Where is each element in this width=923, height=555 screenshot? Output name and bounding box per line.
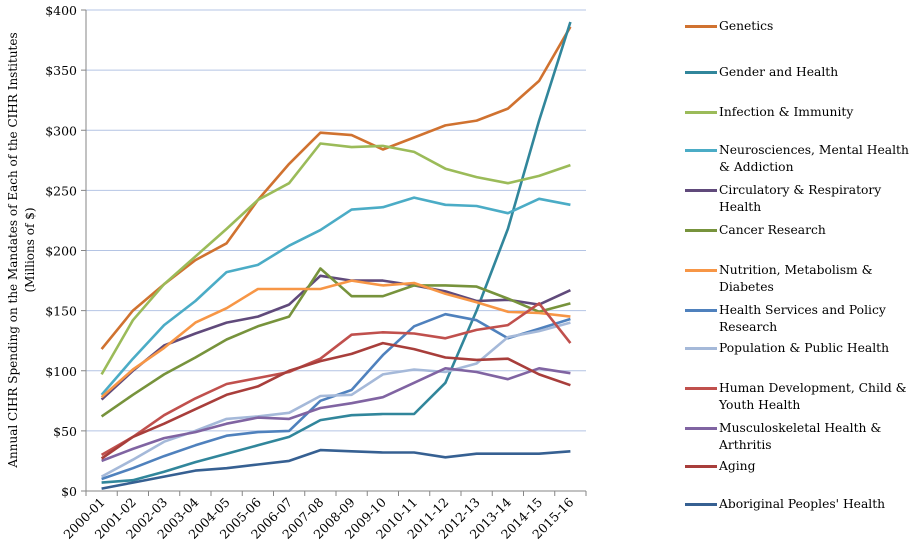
series-line-human-development-child-youth-health — [100, 302, 572, 457]
legend-label: Human Development, Child & Youth Health — [719, 381, 907, 412]
legend-label: Genetics — [719, 19, 774, 33]
y-tick-label: $400 — [45, 3, 77, 18]
y-axis-title-line1: Annual CIHR Spending on the Mandates of … — [6, 32, 20, 468]
y-tick-label: $250 — [45, 183, 77, 198]
legend-item: Infection & Immunity — [685, 104, 919, 121]
legend-item: Human Development, Child & Youth Health — [685, 380, 919, 414]
legend-swatch — [685, 347, 717, 350]
legend-swatch — [685, 503, 717, 506]
legend-swatch — [685, 229, 717, 232]
y-tick-label: $350 — [45, 63, 77, 78]
legend-label: Gender and Health — [719, 65, 839, 79]
legend-item: Nutrition, Metabolism & Diabetes — [685, 262, 919, 296]
legend-label: Population & Public Health — [719, 341, 890, 355]
legend-swatch — [685, 25, 717, 28]
series-line-aging — [100, 341, 571, 460]
legend-swatch — [685, 269, 717, 272]
legend-item: Cancer Research — [685, 222, 919, 239]
series-line-gender-and-health — [101, 21, 572, 484]
legend-item: Gender and Health — [685, 64, 919, 81]
series-line-circulatory-respiratory-health — [100, 274, 571, 401]
legend-swatch — [685, 427, 717, 430]
y-tick-labels: $0 $50 $100 $150 $200 $250 $300 $350 $400 — [45, 3, 77, 499]
axes — [81, 9, 587, 496]
series-line-infection-immunity — [100, 142, 571, 376]
legend-swatch — [685, 149, 717, 152]
legend-item: Aging — [685, 458, 919, 475]
y-tick-label: $50 — [53, 424, 77, 439]
y-axis-title: Annual CIHR Spending on the Mandates of … — [6, 32, 37, 468]
y-tick-label: $200 — [45, 244, 77, 259]
y-tick-label: $150 — [45, 304, 77, 319]
legend-swatch — [685, 387, 717, 390]
legend-label: Circulatory & Respiratory Health — [719, 183, 882, 214]
legend-swatch — [685, 111, 717, 114]
series-line-nutrition-metabolism-diabetes — [100, 279, 571, 399]
legend-swatch — [685, 71, 717, 74]
legend-label: Health Services and Policy Research — [719, 303, 886, 334]
legend-item: Health Services and Policy Research — [685, 302, 919, 336]
legend-label: Cancer Research — [719, 223, 826, 237]
legend-item: Circulatory & Respiratory Health — [685, 182, 919, 216]
legend-label: Aboriginal Peoples' Health — [719, 497, 886, 511]
legend-swatch — [685, 309, 717, 312]
series-line-genetics — [100, 26, 572, 350]
legend-item: Musculoskeletal Health & Arthritis — [685, 420, 919, 454]
legend-label: Musculoskeletal Health & Arthritis — [719, 421, 882, 452]
series-lines — [100, 21, 572, 490]
legend-swatch — [685, 465, 717, 468]
legend-item: Neurosciences, Mental Health & Addiction — [685, 142, 919, 176]
series-line-musculoskeletal-health-arthritis — [101, 366, 571, 463]
legend-item: Aboriginal Peoples' Health — [685, 496, 919, 513]
legend-label: Aging — [719, 459, 756, 473]
y-tick-label: $0 — [61, 484, 77, 499]
series-line-cancer-research — [100, 267, 571, 418]
legend-item: Genetics — [685, 18, 919, 35]
y-tick-label: $100 — [45, 364, 77, 379]
legend-label: Neurosciences, Mental Health & Addiction — [719, 143, 909, 174]
series-line-aboriginal-peoples-health — [101, 448, 571, 490]
y-axis-title-line2: (Millions of $) — [23, 207, 37, 292]
series-line-neurosciences-mental-health-addiction — [100, 196, 571, 396]
y-tick-label: $300 — [45, 123, 77, 138]
legend-item: Population & Public Health — [685, 340, 919, 357]
legend-swatch — [685, 189, 717, 192]
legend-label: Infection & Immunity — [719, 105, 854, 119]
legend-label: Nutrition, Metabolism & Diabetes — [719, 263, 873, 294]
x-tick-labels: 2000-012001-022002-032003-042004-052005-… — [60, 494, 576, 541]
